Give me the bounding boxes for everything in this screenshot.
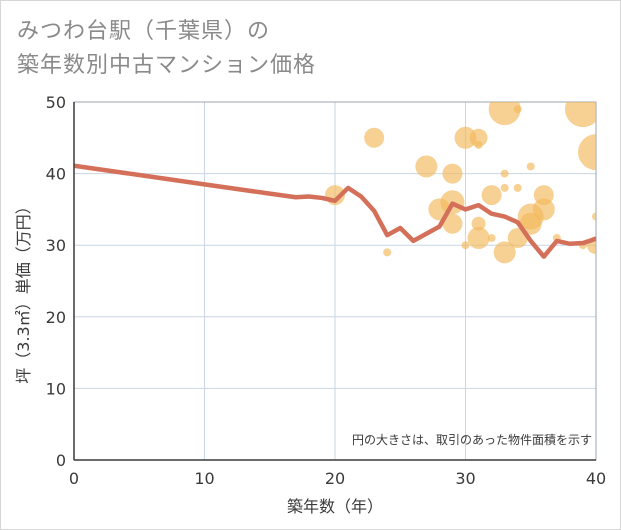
x-axis-label: 築年数（年）	[287, 497, 383, 516]
y-tick-label: 10	[46, 379, 66, 398]
y-tick-label: 40	[46, 165, 66, 184]
bubble-point	[578, 134, 596, 171]
chart-title: みつわ台駅（千葉県）の 築年数別中古マンション価格	[17, 15, 316, 83]
x-tick-label: 0	[69, 469, 79, 488]
bubble-point	[474, 140, 483, 149]
bubble-point	[526, 162, 535, 171]
bubble-point	[513, 105, 522, 114]
x-tick-label: 20	[325, 469, 345, 488]
x-tick-label: 40	[586, 469, 606, 488]
bubble-point	[471, 216, 486, 231]
bubble-point	[461, 241, 470, 250]
y-axis-label: 坪（3.3㎡）単価（万円）	[14, 198, 33, 383]
y-tick-label: 30	[46, 236, 66, 255]
bubble-point	[493, 241, 516, 264]
bubble-point	[532, 198, 555, 221]
x-tick-label: 10	[194, 469, 214, 488]
y-tick-label: 0	[56, 451, 66, 470]
bubble-point	[500, 169, 509, 178]
bubble-group	[325, 102, 596, 264]
bubble-point	[469, 128, 488, 147]
y-tick-label: 50	[46, 93, 66, 112]
bubble-point	[364, 127, 385, 148]
bubble-point	[487, 234, 496, 243]
bubble-point	[513, 183, 522, 192]
y-tick-label: 20	[46, 308, 66, 327]
bubble-point	[592, 212, 596, 221]
bubble-point	[383, 248, 392, 257]
size-note: 円の大きさは、取引のあった物件面積を示す	[352, 432, 592, 447]
average-price-line	[74, 163, 596, 259]
bubble-point	[442, 213, 463, 234]
bubble-point	[564, 102, 596, 128]
bubble-point	[481, 185, 502, 206]
bubble-point	[442, 163, 463, 184]
bubble-point	[467, 227, 490, 250]
bubble-point	[488, 102, 521, 126]
x-tick-label: 30	[455, 469, 475, 488]
bubble-point	[415, 155, 438, 178]
bubble-point	[454, 126, 477, 149]
chart-title-line2: 築年数別中古マンション価格	[17, 53, 317, 78]
chart-title-line1: みつわ台駅（千葉県）の	[17, 19, 271, 44]
bubble-point	[500, 183, 509, 192]
